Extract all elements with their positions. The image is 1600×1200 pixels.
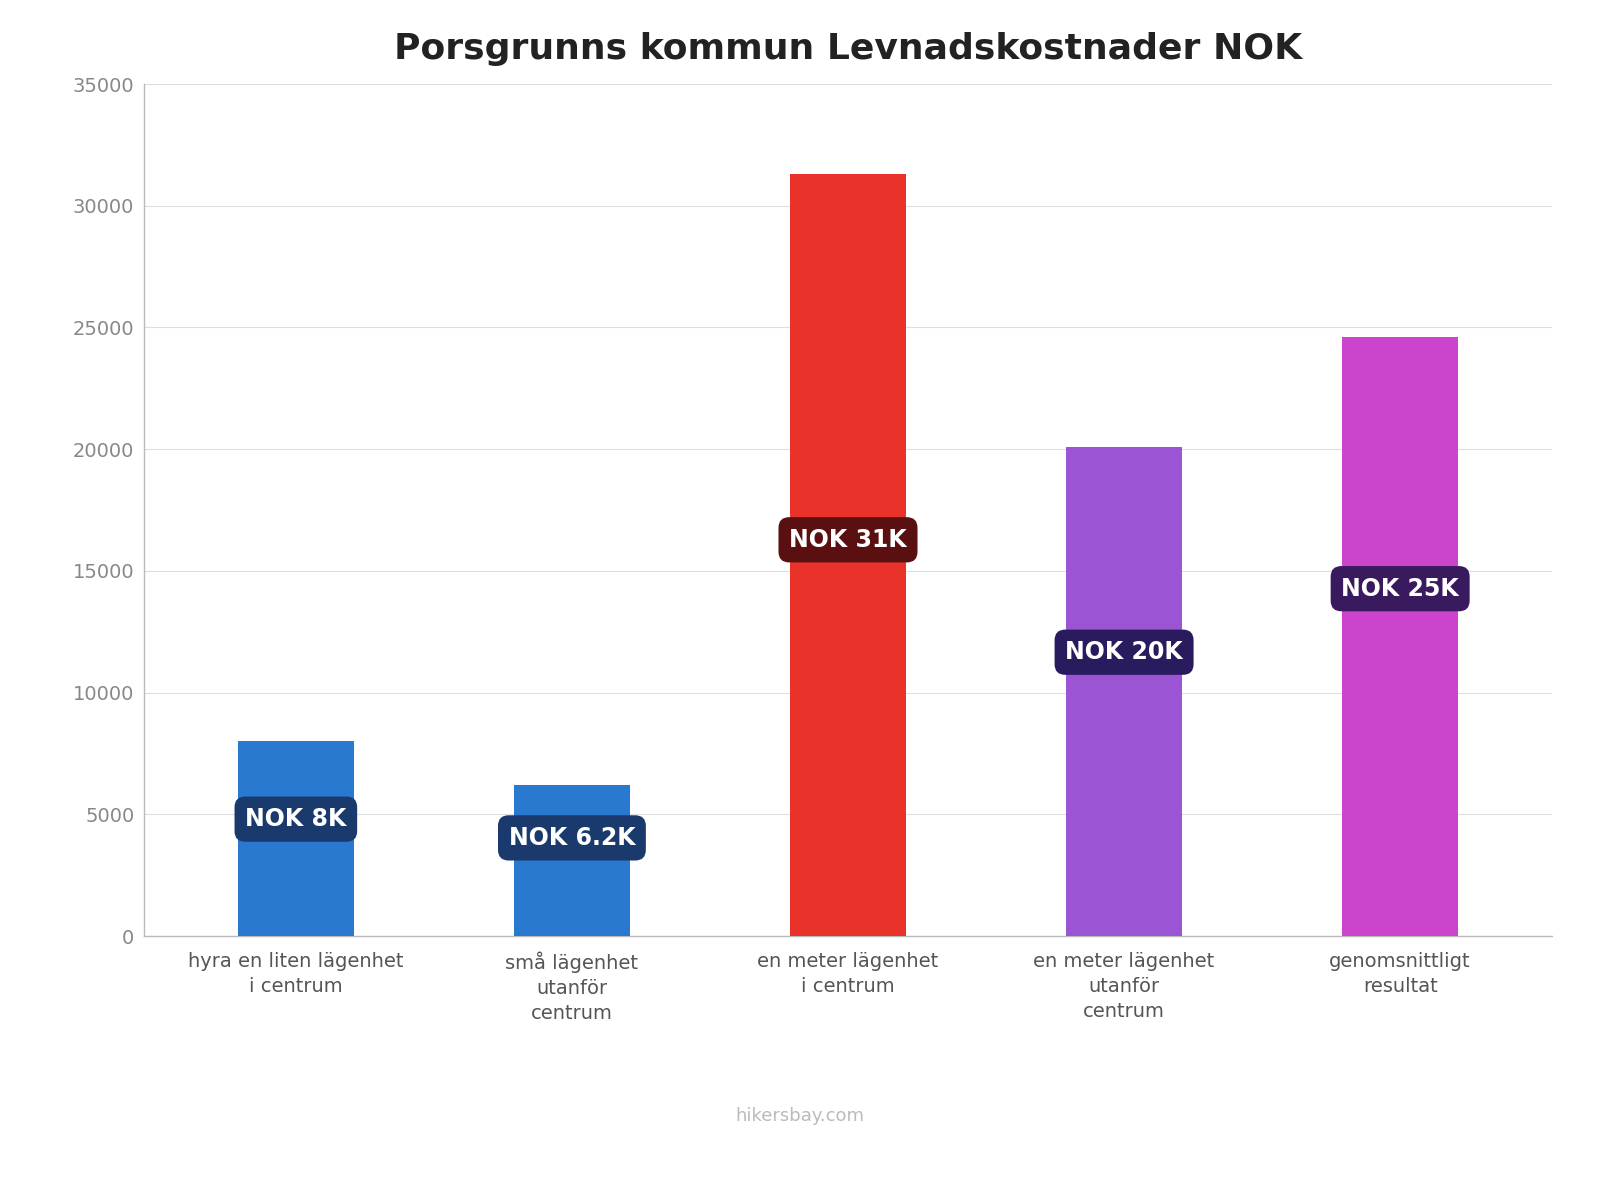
Bar <box>790 174 906 936</box>
Text: NOK 6.2K: NOK 6.2K <box>509 826 635 850</box>
Text: NOK 8K: NOK 8K <box>245 808 347 832</box>
Title: Porsgrunns kommun Levnadskostnader NOK: Porsgrunns kommun Levnadskostnader NOK <box>394 32 1302 66</box>
Text: NOK 31K: NOK 31K <box>789 528 907 552</box>
Bar <box>514 785 630 936</box>
Bar <box>238 742 354 936</box>
Bar <box>1066 446 1182 936</box>
Bar <box>1342 337 1458 936</box>
Text: NOK 20K: NOK 20K <box>1066 641 1182 665</box>
Text: NOK 25K: NOK 25K <box>1341 577 1459 601</box>
Text: hikersbay.com: hikersbay.com <box>736 1106 864 1126</box>
